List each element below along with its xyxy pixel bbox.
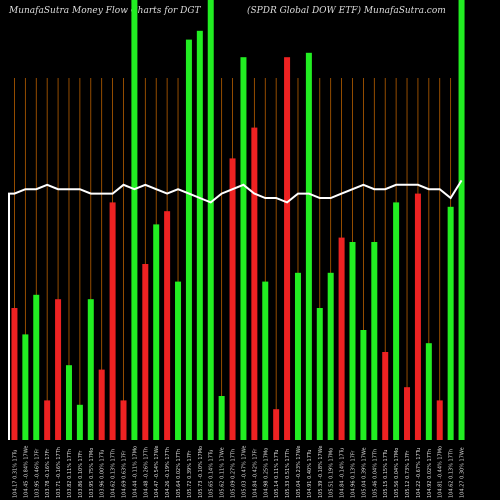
x-tick-label: 105.65 0.14% 17Tu bbox=[209, 450, 215, 498]
bar bbox=[251, 127, 258, 440]
x-tick-label: 105.04 0.39% 17We bbox=[361, 447, 367, 498]
x-tick-label: 104.69 0.63% 17Fr bbox=[122, 450, 128, 498]
x-tick-label: 104.26 -0.19% 17Th bbox=[165, 447, 171, 498]
x-tick-label: 104.22 -0.67% 17Tu bbox=[416, 448, 422, 498]
bar bbox=[218, 396, 225, 440]
x-tick-label: 105.56 0.04% 17Mo bbox=[394, 448, 400, 498]
bar bbox=[120, 400, 127, 440]
chart-header-right: (SPDR Global DOW ETF) MunafaSutra.com bbox=[247, 6, 446, 16]
bar bbox=[425, 343, 432, 440]
bar bbox=[33, 294, 40, 440]
x-tick-label: 105.15 0.15% 17Tu bbox=[383, 450, 389, 498]
bar bbox=[284, 57, 291, 440]
x-tick-label: 103.95 -0.46% 17Fr bbox=[34, 448, 40, 498]
money-flow-line bbox=[8, 179, 463, 440]
bar bbox=[98, 369, 105, 440]
bar bbox=[207, 0, 214, 440]
bar bbox=[382, 352, 389, 440]
bar bbox=[349, 242, 356, 440]
x-tick-label: 104.91 0.40% 17Tu bbox=[307, 450, 313, 498]
x-tick-label: 104.62 0.13% 17Th bbox=[449, 449, 455, 498]
bar bbox=[229, 158, 236, 440]
x-tick-labels: 104.17 0.31% 17Tu 104.45 -0.84% 17We 103.9… bbox=[12, 446, 465, 498]
bar bbox=[447, 206, 454, 440]
bar bbox=[65, 365, 72, 440]
bar bbox=[11, 308, 18, 440]
bar bbox=[294, 272, 301, 440]
bar bbox=[305, 52, 312, 441]
bar bbox=[44, 400, 51, 440]
bar bbox=[109, 202, 116, 440]
bar bbox=[185, 39, 192, 440]
x-tick-label: 104.17 0.31% 17Tu bbox=[12, 450, 18, 498]
x-tick-label: 104.27 0.30% 17We bbox=[460, 447, 466, 498]
x-tick-label: 103.71 -0.16% 17Th bbox=[56, 447, 62, 498]
x-tick-label: 105.72 0.39% 17Fr bbox=[187, 450, 193, 498]
bar bbox=[316, 308, 323, 440]
bar bbox=[142, 264, 149, 440]
bar bbox=[175, 281, 182, 440]
x-tick-label: 105.14 0.11% 17Tu bbox=[274, 450, 280, 498]
x-tick-label: 103.86 0.10% 17Fr bbox=[78, 450, 84, 498]
bar bbox=[404, 387, 411, 440]
bar bbox=[22, 334, 29, 440]
x-tick-label: 105.73 -0.10% 17Mo bbox=[198, 446, 204, 498]
x-tick-label: 105.12 0.73% 17Fr bbox=[405, 450, 411, 498]
x-tick-label: 104.92 0.02% 17Th bbox=[427, 449, 433, 498]
money-flow-line-group bbox=[8, 179, 463, 440]
x-tick-label: 103.78 -0.16% 17Fr bbox=[45, 448, 51, 498]
bar bbox=[458, 0, 465, 440]
bar bbox=[55, 299, 62, 440]
bar bbox=[360, 330, 367, 440]
x-tick-label: 104.84 -0.42% 17Fr bbox=[252, 448, 258, 498]
bar bbox=[393, 202, 400, 440]
x-tick-label: 103.95 0.75% 17Mo bbox=[89, 448, 95, 498]
x-tick-label: 104.96 0.13% 17Fr bbox=[351, 450, 357, 498]
x-tick-label: 105.62 0.11% 17We bbox=[220, 447, 226, 498]
bars-group bbox=[11, 0, 465, 441]
bar bbox=[436, 400, 443, 440]
x-tick-label: 104.98 0.25% 17Mo bbox=[263, 448, 269, 498]
x-tick-label: 105.46 0.04% 17Th bbox=[372, 449, 378, 498]
x-tick-label: 105.64 0.02% 17Th bbox=[176, 449, 182, 498]
x-tick-label: 103.96 0.00% 17Tu bbox=[100, 450, 106, 498]
bar bbox=[273, 409, 280, 440]
bar bbox=[240, 57, 247, 440]
bar bbox=[153, 224, 160, 440]
x-tick-label: 105.39 -0.18% 17We bbox=[318, 446, 324, 498]
bar bbox=[196, 30, 203, 441]
bar bbox=[164, 211, 171, 440]
x-tick-label: 104.81 -0.44% 17Mo bbox=[438, 446, 444, 498]
chart-header-left: MunafaSutra Money Flow Charts for DGT bbox=[9, 6, 201, 16]
bar bbox=[414, 193, 421, 440]
x-tick-label: 105.04 -0.23% 17We bbox=[296, 446, 302, 498]
x-tick-label: 103.82 0.11% 17Th bbox=[67, 449, 73, 498]
bar bbox=[87, 299, 94, 440]
x-tick-label: 105.09 0.27% 17Th bbox=[231, 449, 237, 498]
bar bbox=[371, 242, 378, 440]
bar bbox=[338, 237, 345, 440]
bar bbox=[262, 281, 269, 440]
x-tick-label: 104.44 -0.11% 17Mo bbox=[132, 446, 138, 498]
x-tick-label: 104.84 -0.14% 17Tu bbox=[340, 448, 346, 498]
x-tick-label: 105.33 0.51% 17Th bbox=[285, 449, 291, 498]
bar bbox=[131, 0, 138, 440]
x-tick-label: 105.03 -0.47% 17We bbox=[241, 446, 247, 498]
x-tick-label: 104.45 -0.84% 17We bbox=[23, 446, 29, 498]
x-tick-label: 104.47 -0.54% 17We bbox=[154, 446, 160, 498]
x-tick-label: 104.62 0.13% 17Th bbox=[111, 449, 117, 498]
x-tick-label: 104.48 -0.26% 17Th bbox=[143, 447, 149, 498]
x-tick-label: 105.51 0.19% 17Mo bbox=[329, 448, 335, 498]
bar bbox=[327, 272, 334, 440]
bar bbox=[76, 404, 83, 440]
